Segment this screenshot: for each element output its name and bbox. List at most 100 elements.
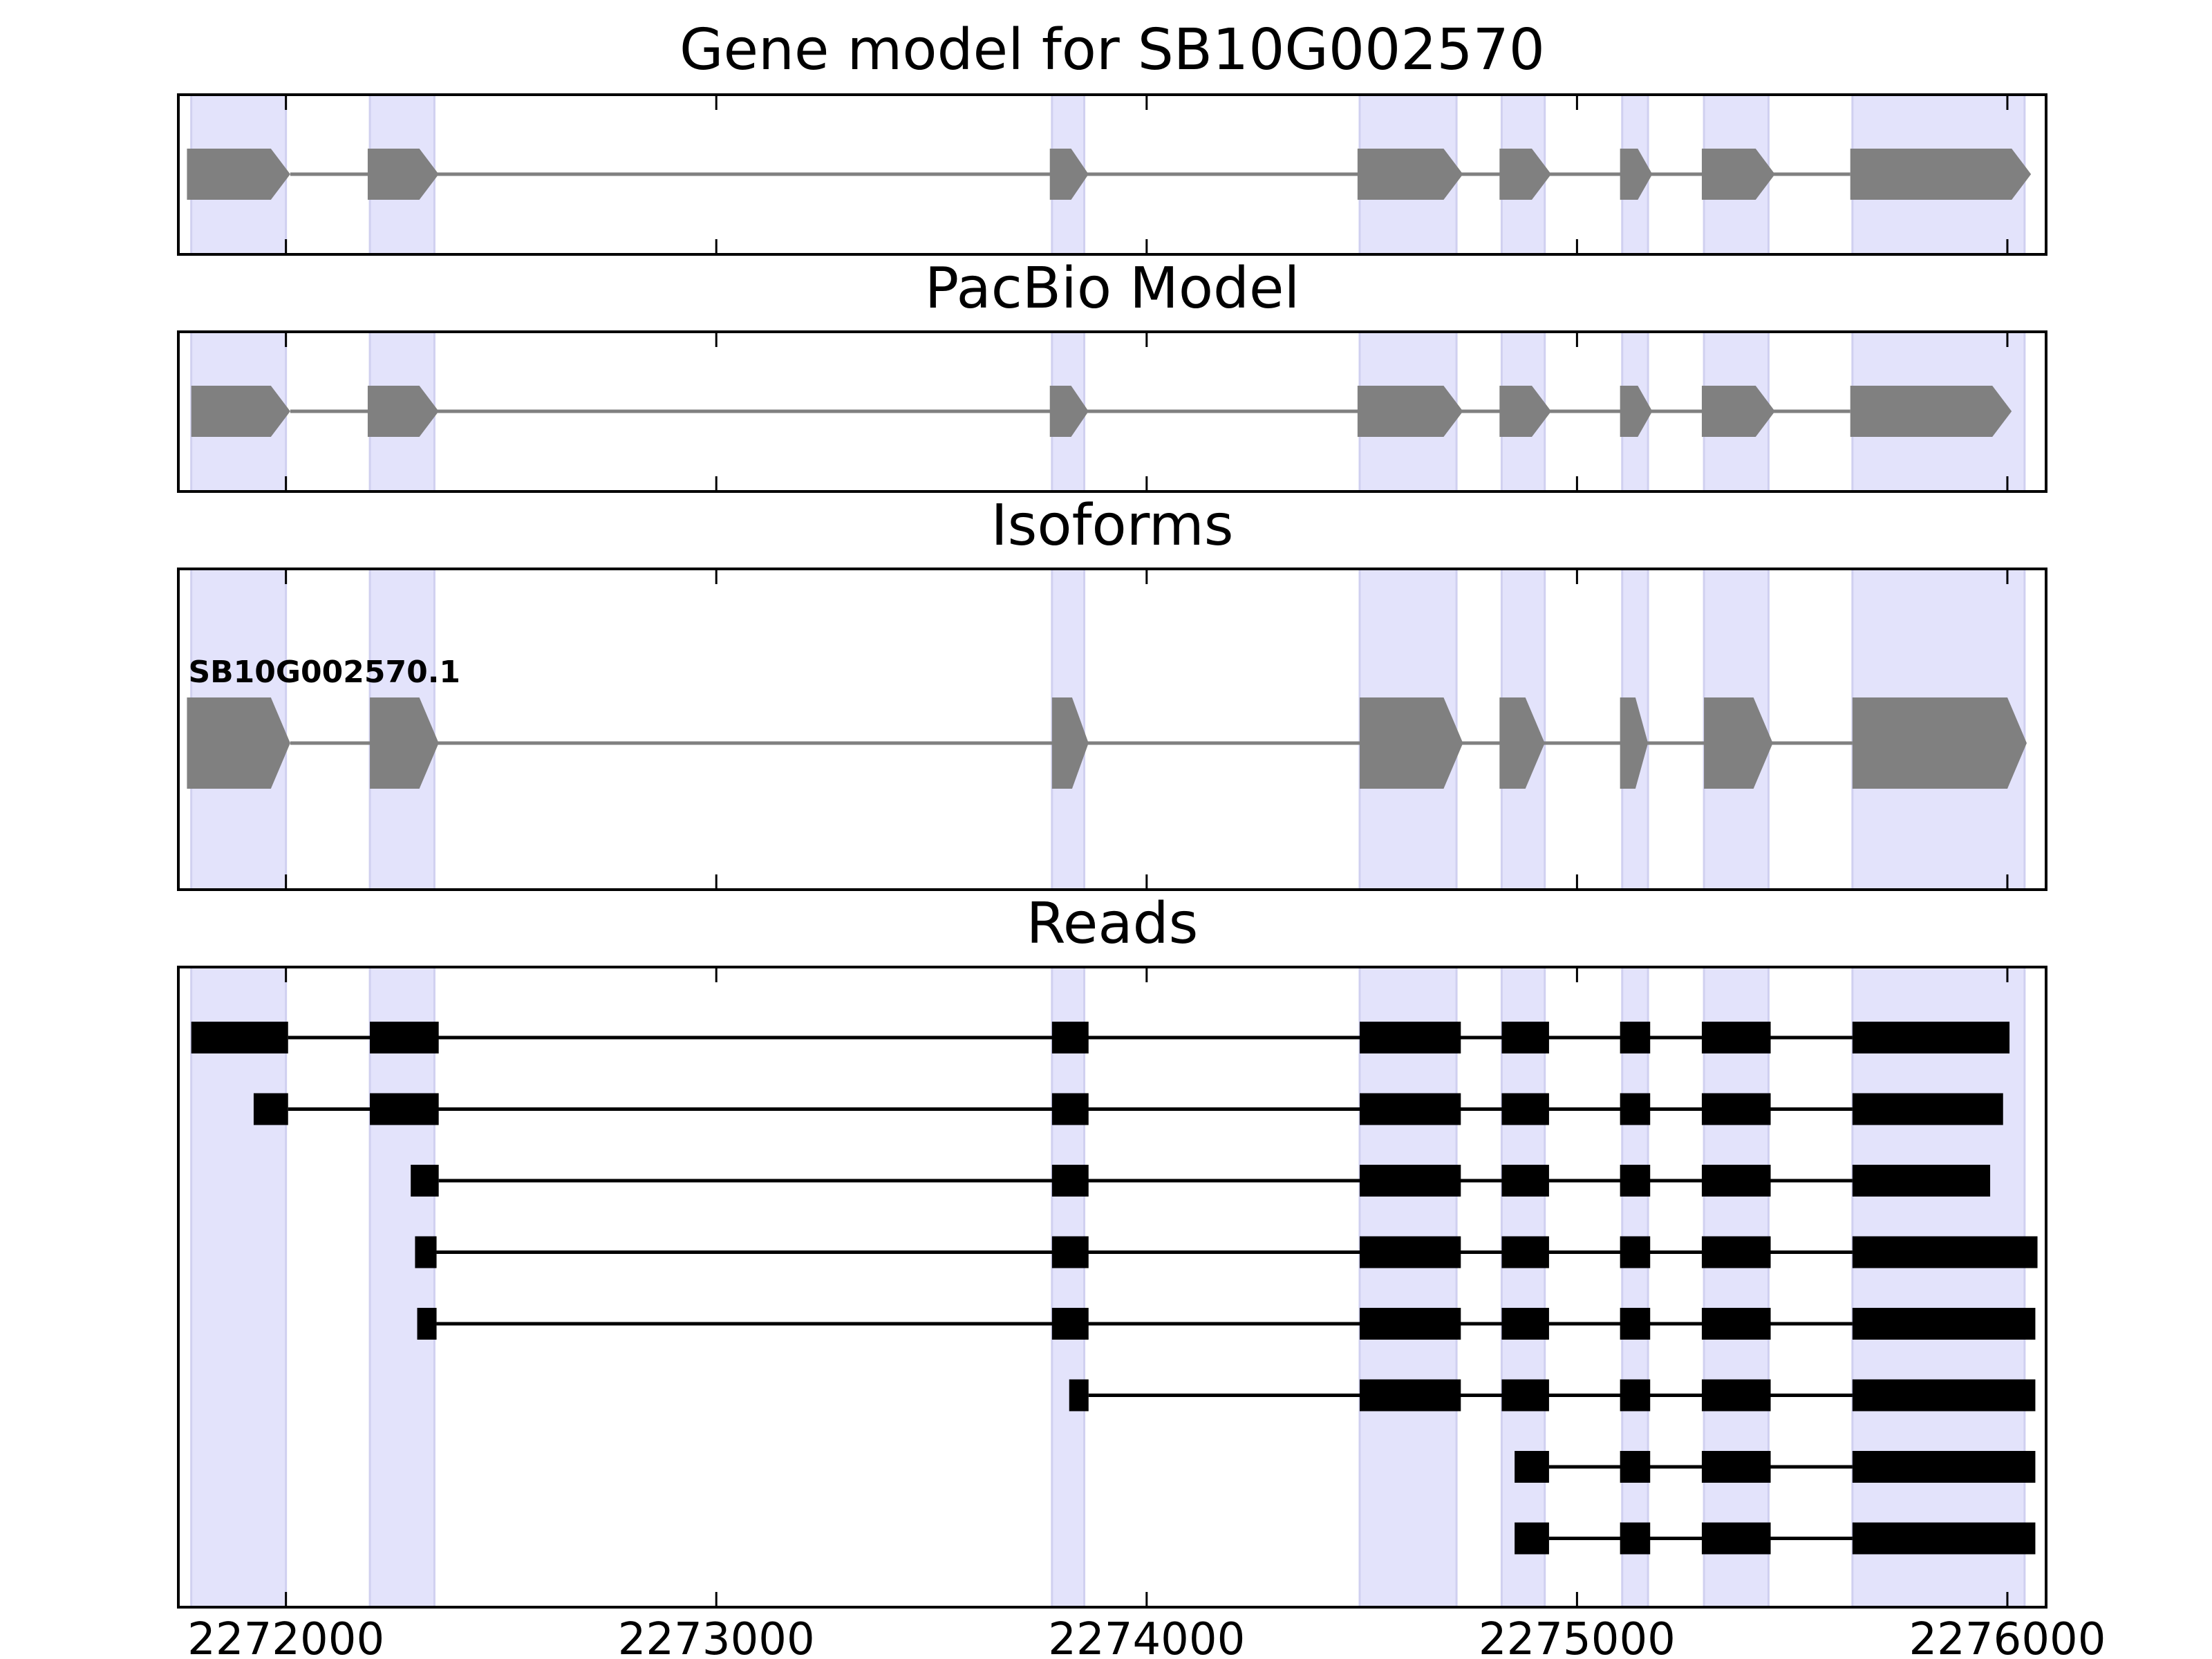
exon-arrow	[1620, 386, 1653, 437]
read-block	[191, 1022, 288, 1053]
read-block	[1701, 1022, 1771, 1053]
exon-arrow	[187, 149, 290, 200]
read-block	[1620, 1451, 1651, 1483]
read-block	[1359, 1093, 1461, 1125]
read-block	[1359, 1165, 1461, 1197]
read-track	[191, 1022, 2010, 1053]
panel-title: Isoforms	[991, 493, 1234, 559]
read-block	[1620, 1308, 1651, 1340]
panel-frame	[177, 966, 2047, 1609]
read-block	[1852, 1379, 2036, 1412]
read-block	[1501, 1165, 1549, 1197]
read-block	[1852, 1236, 2038, 1268]
exon-highlight-region	[1358, 966, 1458, 1609]
panel-3: Reads	[177, 891, 2047, 1609]
x-tick-label: 2276000	[1909, 1614, 2106, 1659]
x-tick-label: 2272000	[187, 1614, 384, 1659]
read-block	[1515, 1522, 1549, 1555]
read-block	[1852, 1308, 2036, 1340]
read-block	[1852, 1451, 2036, 1483]
read-block	[1051, 1093, 1089, 1125]
panel-frame	[177, 93, 2047, 256]
read-block	[1501, 1236, 1549, 1268]
exon-arrow	[1701, 386, 1775, 437]
exon-arrow	[1850, 386, 2012, 437]
exon-arrow	[367, 386, 439, 437]
read-block	[1701, 1308, 1771, 1340]
exon-arrow	[1499, 149, 1552, 200]
exon-arrow	[191, 386, 290, 437]
exon-highlight-region	[1051, 966, 1086, 1609]
exon-arrow	[1850, 149, 2032, 200]
read-block	[1359, 1236, 1461, 1268]
read-block	[1620, 1093, 1651, 1125]
read-track	[1069, 1379, 2036, 1412]
panel-0: Gene model for SB10G002570	[177, 17, 2047, 256]
exon-arrow	[187, 697, 290, 789]
panel-title: Gene model for SB10G002570	[679, 17, 1545, 83]
read-block	[1069, 1379, 1089, 1412]
exon-arrow	[1852, 697, 2027, 789]
gene-feature	[191, 386, 2012, 437]
x-tick-label: 2274000	[1048, 1614, 1245, 1659]
panel-title: PacBio Model	[925, 256, 1300, 321]
exon-arrow	[1704, 697, 1773, 789]
read-block	[1620, 1165, 1651, 1197]
panel-1: PacBio Model	[177, 256, 2047, 493]
read-block	[411, 1165, 439, 1197]
read-block	[1620, 1236, 1651, 1268]
panel-title: Reads	[1027, 891, 1199, 957]
read-block	[1501, 1308, 1549, 1340]
panel-frame	[177, 568, 2047, 891]
x-tick-label: 2275000	[1479, 1614, 1676, 1659]
read-track	[415, 1236, 2038, 1268]
exon-highlight-region	[1621, 966, 1649, 1609]
read-block	[1701, 1165, 1771, 1197]
exon-arrow	[1051, 697, 1089, 789]
exon-arrow	[1499, 697, 1545, 789]
read-block	[1701, 1236, 1771, 1268]
exon-arrow	[1357, 149, 1463, 200]
read-block	[1515, 1451, 1549, 1483]
read-block	[1852, 1093, 2003, 1125]
exon-arrow	[367, 149, 439, 200]
read-block	[253, 1093, 288, 1125]
read-block	[1359, 1022, 1461, 1053]
read-block	[1701, 1379, 1771, 1412]
read-block	[1852, 1165, 1991, 1197]
exon-highlight-region	[190, 966, 288, 1609]
exon-highlight-region	[1500, 966, 1546, 1609]
read-block	[1701, 1451, 1771, 1483]
isoform-label: SB10G002570.1	[188, 655, 460, 690]
read-block	[1051, 1308, 1089, 1340]
x-tick-label: 2273000	[618, 1614, 815, 1659]
exon-arrow	[1701, 149, 1775, 200]
read-track	[411, 1165, 1991, 1197]
read-track	[417, 1308, 2036, 1340]
read-block	[370, 1022, 439, 1053]
exon-arrow	[370, 697, 439, 789]
exon-arrow	[1357, 386, 1463, 437]
exon-arrow	[1049, 386, 1089, 437]
read-block	[1852, 1522, 2036, 1555]
exon-arrow	[1359, 697, 1463, 789]
panel-frame	[177, 330, 2047, 493]
exon-highlight-region	[368, 966, 435, 1609]
exon-arrow	[1499, 386, 1552, 437]
read-block	[417, 1308, 437, 1340]
read-block	[1620, 1022, 1651, 1053]
read-block	[370, 1093, 439, 1125]
read-block	[1701, 1093, 1771, 1125]
read-block	[1620, 1379, 1651, 1412]
read-block	[1051, 1236, 1089, 1268]
read-block	[1501, 1022, 1549, 1053]
read-track	[1515, 1522, 2036, 1555]
read-block	[1359, 1379, 1461, 1412]
read-block	[1501, 1093, 1549, 1125]
exon-arrow	[1049, 149, 1089, 200]
read-track	[1515, 1451, 2036, 1483]
read-block	[1051, 1022, 1089, 1053]
read-block	[1701, 1522, 1771, 1555]
exon-highlight-region	[1851, 966, 2026, 1609]
